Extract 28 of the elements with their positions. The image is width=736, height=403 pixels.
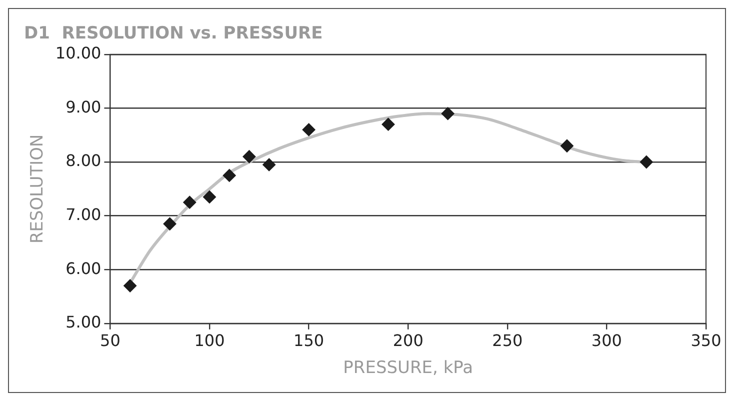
x-tick-label: 200 <box>392 331 424 350</box>
y-tick-label: 9.00 <box>66 97 102 116</box>
x-tick-label: 50 <box>100 331 120 350</box>
point <box>640 156 653 168</box>
point <box>560 139 574 152</box>
y-tick-label: 7.00 <box>66 204 102 224</box>
x-tick-label: 350 <box>690 331 722 350</box>
x-tick-label: 100 <box>194 331 225 350</box>
point <box>382 118 395 131</box>
point <box>183 196 196 209</box>
point <box>302 123 316 136</box>
x-tick-label: 250 <box>492 331 523 350</box>
point <box>441 107 454 120</box>
y-tick-label: 10.00 <box>55 44 102 63</box>
y-tick-label: 6.00 <box>66 258 102 278</box>
chart-title: D1 RESOLUTION vs. PRESSURE <box>24 24 323 44</box>
point <box>242 150 256 164</box>
point <box>262 158 276 172</box>
y-axis-title: RESOLUTION <box>28 134 48 244</box>
point <box>203 190 216 204</box>
x-tick-label: 300 <box>591 331 622 350</box>
x-axis-title: PRESSURE, kPa <box>343 358 474 378</box>
x-tick-label: 150 <box>294 331 324 350</box>
point <box>163 217 176 230</box>
point <box>124 279 137 292</box>
y-tick-label: 5.00 <box>66 312 102 332</box>
point <box>222 168 236 182</box>
y-tick-label: 8.00 <box>66 151 102 170</box>
